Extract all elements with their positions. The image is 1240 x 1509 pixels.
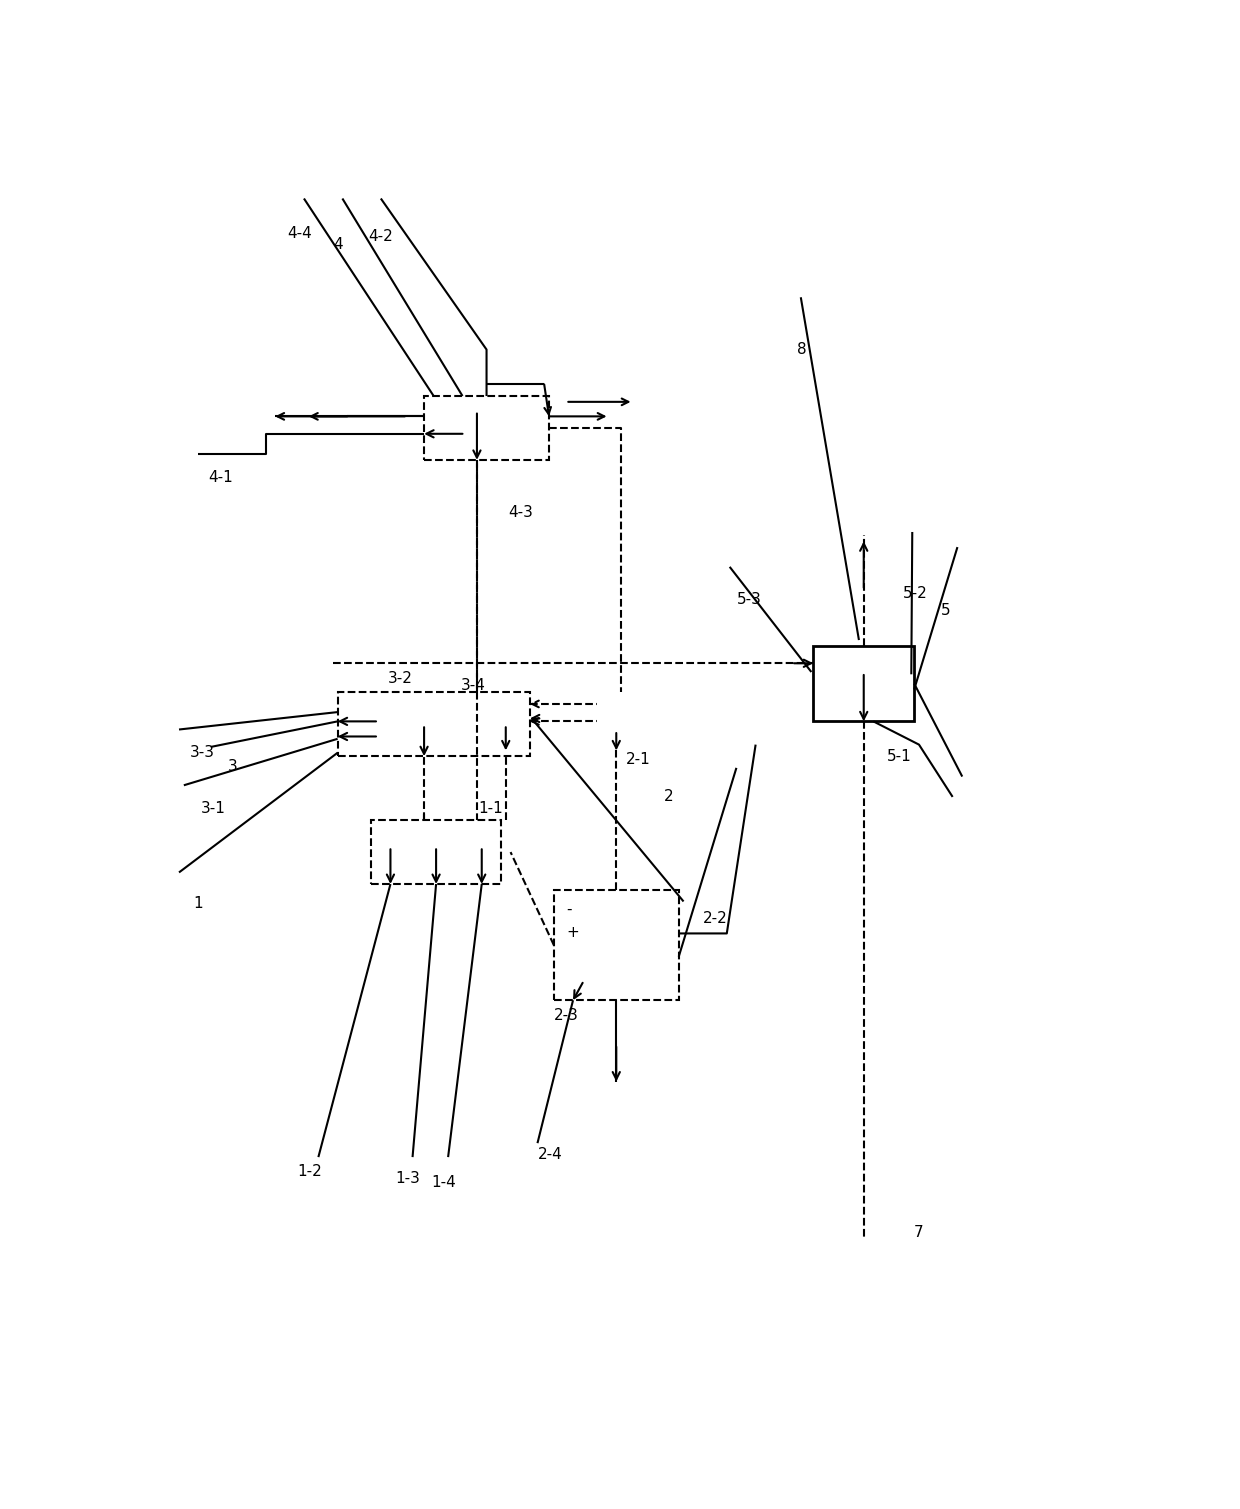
Text: 1-4: 1-4 bbox=[432, 1176, 456, 1191]
Text: 3: 3 bbox=[228, 759, 238, 774]
Text: 1: 1 bbox=[193, 896, 203, 911]
Text: 4: 4 bbox=[332, 237, 342, 252]
Text: 4-4: 4-4 bbox=[288, 226, 312, 241]
Text: 1-2: 1-2 bbox=[298, 1163, 322, 1179]
Text: 8: 8 bbox=[797, 343, 806, 358]
Text: 7: 7 bbox=[914, 1225, 924, 1240]
Text: 2: 2 bbox=[665, 789, 675, 804]
Text: 2-2: 2-2 bbox=[703, 911, 728, 927]
Text: 3-3: 3-3 bbox=[190, 745, 215, 761]
Text: 5: 5 bbox=[941, 604, 951, 619]
Text: +: + bbox=[567, 925, 579, 940]
Text: 5-2: 5-2 bbox=[903, 585, 928, 601]
Bar bbox=[424, 395, 549, 460]
Text: 2-3: 2-3 bbox=[554, 1008, 579, 1023]
Text: 4-2: 4-2 bbox=[368, 229, 393, 244]
Text: 5-3: 5-3 bbox=[737, 592, 761, 607]
Text: 2-4: 2-4 bbox=[537, 1147, 562, 1162]
Text: 5-1: 5-1 bbox=[888, 748, 913, 764]
Bar bbox=[337, 693, 529, 756]
Text: 2-1: 2-1 bbox=[626, 751, 651, 767]
Bar bbox=[554, 890, 678, 1000]
Text: 4-1: 4-1 bbox=[208, 469, 233, 484]
Bar bbox=[813, 646, 914, 721]
Text: 4-3: 4-3 bbox=[508, 504, 533, 519]
Text: 1-1: 1-1 bbox=[477, 801, 502, 816]
Text: 3-2: 3-2 bbox=[388, 672, 413, 687]
Text: -: - bbox=[567, 902, 572, 917]
Text: 3-1: 3-1 bbox=[201, 801, 226, 816]
Text: 1-3: 1-3 bbox=[396, 1171, 420, 1186]
Bar bbox=[371, 821, 501, 884]
Text: 3-4: 3-4 bbox=[460, 678, 486, 693]
